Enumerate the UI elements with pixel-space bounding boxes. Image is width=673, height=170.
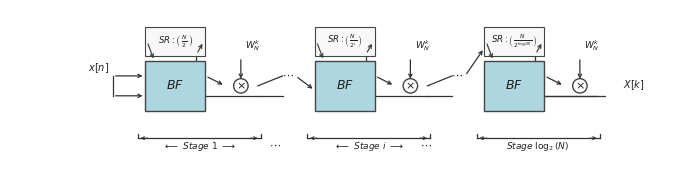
Text: $\it{BF}$: $\it{BF}$ (505, 79, 524, 92)
Bar (485, 61, 544, 111)
Bar (315, 27, 375, 56)
Text: $SR:\left(\,\frac{N}{2^{\log_2 N}}\,\right)$: $SR:\left(\,\frac{N}{2^{\log_2 N}}\,\rig… (491, 33, 538, 50)
Bar (485, 27, 544, 56)
Text: $\longleftarrow\ \it{Stage\ 1}\ \longrightarrow$: $\longleftarrow\ \it{Stage\ 1}\ \longrig… (162, 140, 236, 152)
Text: $W_N^k$: $W_N^k$ (584, 38, 600, 53)
Text: $X[k]$: $X[k]$ (623, 78, 645, 92)
Text: $\cdots$: $\cdots$ (269, 140, 281, 150)
Ellipse shape (403, 79, 418, 93)
Bar (145, 27, 205, 56)
Text: $SR:\left(\,\frac{N}{2^{i}}\,\right)$: $SR:\left(\,\frac{N}{2^{i}}\,\right)$ (327, 33, 363, 50)
Bar (145, 61, 205, 111)
Text: $\it{Stage\ \log_2(N)}$: $\it{Stage\ \log_2(N)}$ (506, 140, 570, 152)
Text: $W_N^k$: $W_N^k$ (245, 38, 260, 53)
Text: $\it{BF}$: $\it{BF}$ (336, 79, 354, 92)
Ellipse shape (234, 79, 248, 93)
Text: $x[n]$: $x[n]$ (88, 61, 109, 75)
Text: $\times$: $\times$ (575, 81, 585, 91)
Text: $W_N^k$: $W_N^k$ (415, 38, 430, 53)
Text: $\longleftarrow\ \it{Stage\ i}\ \longrightarrow$: $\longleftarrow\ \it{Stage\ i}\ \longrig… (334, 140, 404, 152)
Ellipse shape (573, 79, 587, 93)
Text: $\cdots$: $\cdots$ (282, 70, 293, 80)
Text: $\times$: $\times$ (405, 81, 415, 91)
Text: $\times$: $\times$ (236, 81, 246, 91)
Text: $\it{BF}$: $\it{BF}$ (166, 79, 184, 92)
Text: $SR:\left(\,\frac{N}{2}\,\right)$: $SR:\left(\,\frac{N}{2}\,\right)$ (157, 33, 193, 50)
Text: $\cdots$: $\cdots$ (420, 140, 431, 150)
Bar (315, 61, 375, 111)
Text: $\cdots$: $\cdots$ (452, 70, 463, 80)
